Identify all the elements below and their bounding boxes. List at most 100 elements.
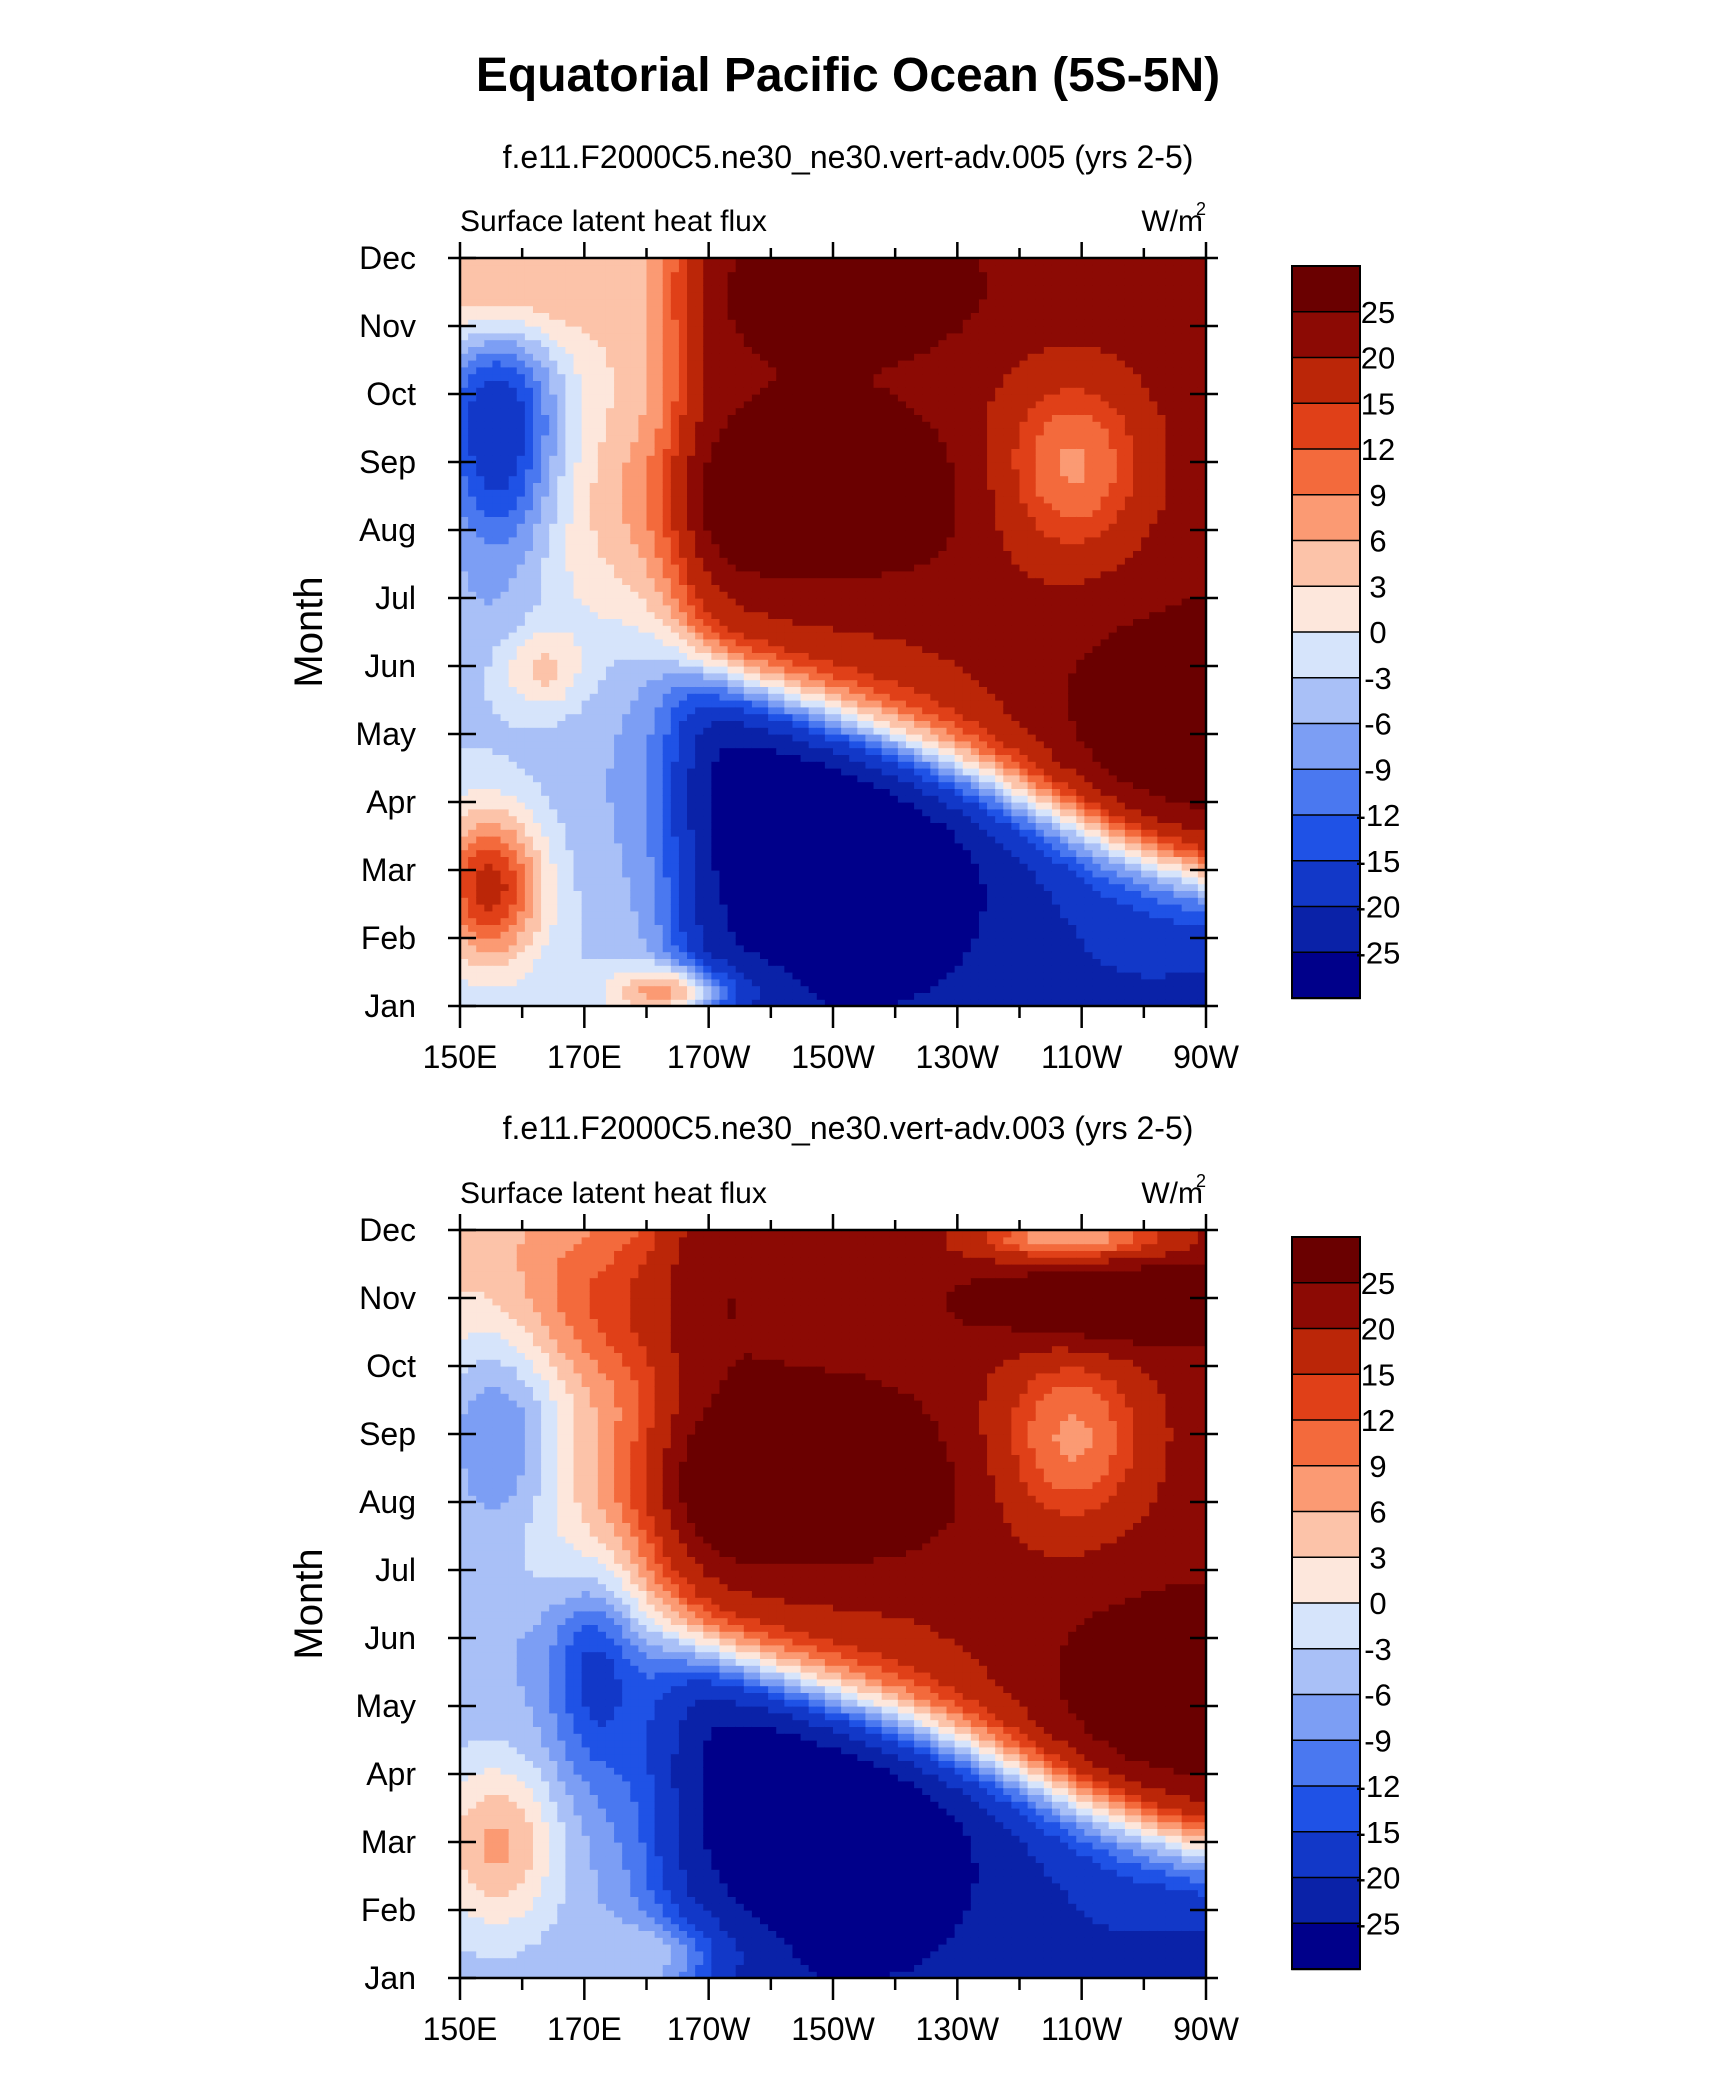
heatmap-cell bbox=[614, 421, 623, 429]
heatmap-cell bbox=[549, 870, 558, 878]
heatmap-cell bbox=[581, 768, 591, 776]
heatmap-cell bbox=[751, 795, 761, 803]
heatmap-cell bbox=[630, 876, 639, 885]
heatmap-cell bbox=[816, 876, 826, 885]
heatmap-cell bbox=[735, 958, 745, 966]
heatmap-cell bbox=[808, 448, 818, 456]
heatmap-cell bbox=[703, 897, 712, 905]
heatmap-cell bbox=[646, 394, 656, 402]
heatmap-cell bbox=[541, 339, 550, 347]
heatmap-cell bbox=[695, 795, 704, 803]
heatmap-cell bbox=[476, 876, 485, 885]
heatmap-cell bbox=[500, 761, 510, 769]
heatmap-cell bbox=[792, 264, 802, 273]
heatmap-cell bbox=[654, 652, 664, 660]
heatmap-cell bbox=[597, 536, 607, 545]
heatmap-cell bbox=[808, 747, 818, 755]
heatmap-cell bbox=[630, 836, 639, 844]
heatmap-cell bbox=[532, 509, 542, 517]
heatmap-cell bbox=[524, 557, 534, 565]
heatmap-cell bbox=[735, 414, 745, 422]
heatmap-cell bbox=[776, 339, 785, 347]
heatmap-cell bbox=[727, 679, 737, 687]
heatmap-cell bbox=[622, 468, 631, 477]
heatmap-cell bbox=[776, 380, 785, 388]
heatmap-cell bbox=[581, 795, 591, 803]
heatmap-cell bbox=[735, 502, 745, 511]
heatmap-cell bbox=[557, 815, 567, 823]
heatmap-cell bbox=[687, 271, 696, 279]
heatmap-cell bbox=[597, 380, 607, 388]
heatmap-cell bbox=[468, 659, 477, 667]
heatmap-cell bbox=[597, 897, 607, 905]
heatmap-cell bbox=[557, 992, 567, 1000]
heatmap-cell bbox=[597, 339, 607, 347]
heatmap-cell bbox=[824, 761, 834, 769]
heatmap-cell bbox=[614, 706, 623, 715]
heatmap-cell bbox=[800, 475, 810, 483]
heatmap-cell bbox=[719, 883, 729, 891]
heatmap-cell bbox=[727, 774, 737, 783]
heatmap-cell bbox=[687, 625, 696, 633]
heatmap-cell bbox=[751, 421, 761, 429]
heatmap-cell bbox=[646, 278, 656, 286]
heatmap-cell bbox=[468, 591, 477, 599]
heatmap-cell bbox=[638, 849, 648, 857]
heatmap-cell bbox=[573, 387, 583, 395]
heatmap-cell bbox=[662, 822, 672, 830]
heatmap-cell bbox=[816, 353, 826, 361]
heatmap-cell bbox=[492, 339, 502, 347]
heatmap-cell bbox=[751, 788, 761, 796]
heatmap-cell bbox=[654, 632, 664, 640]
heatmap-cell bbox=[751, 516, 761, 524]
heatmap-cell bbox=[808, 332, 818, 341]
heatmap-cell bbox=[581, 693, 591, 701]
heatmap-cell bbox=[581, 489, 591, 497]
heatmap-cell bbox=[654, 693, 664, 701]
heatmap-cell bbox=[695, 564, 704, 572]
heatmap-cell bbox=[622, 380, 631, 388]
heatmap-cell bbox=[581, 530, 591, 538]
heatmap-cell bbox=[695, 788, 704, 796]
heatmap-cell bbox=[460, 298, 469, 307]
heatmap-cell bbox=[524, 679, 534, 687]
heatmap-cell bbox=[768, 938, 777, 946]
heatmap-cell bbox=[760, 754, 769, 762]
heatmap-cell bbox=[597, 992, 607, 1000]
heatmap-cell bbox=[597, 965, 607, 973]
heatmap-cell bbox=[751, 652, 761, 660]
heatmap-cell bbox=[605, 258, 615, 266]
heatmap-cell bbox=[687, 774, 696, 783]
heatmap-cell bbox=[500, 292, 510, 300]
heatmap-cell bbox=[808, 319, 818, 327]
heatmap-cell bbox=[719, 978, 729, 987]
heatmap-cell bbox=[622, 407, 631, 415]
heatmap-cell bbox=[824, 924, 834, 932]
heatmap-cell bbox=[687, 421, 696, 429]
heatmap-cell bbox=[776, 428, 785, 436]
heatmap-cell bbox=[816, 958, 826, 966]
heatmap-cell bbox=[654, 910, 664, 919]
heatmap-cell bbox=[670, 774, 680, 783]
heatmap-cell bbox=[492, 584, 502, 592]
heatmap-cell bbox=[703, 353, 712, 361]
heatmap-cell bbox=[743, 734, 753, 742]
heatmap-cell bbox=[816, 611, 826, 619]
heatmap-cell bbox=[800, 326, 810, 334]
heatmap-cell bbox=[751, 985, 761, 993]
heatmap-cell bbox=[760, 917, 769, 925]
heatmap-cell bbox=[816, 475, 826, 483]
heatmap-cell bbox=[687, 876, 696, 885]
heatmap-cell bbox=[808, 428, 818, 436]
heatmap-cell bbox=[614, 876, 623, 885]
heatmap-cell bbox=[460, 448, 469, 456]
heatmap-cell bbox=[460, 904, 469, 912]
heatmap-cell bbox=[476, 618, 485, 626]
heatmap-cell bbox=[492, 672, 502, 681]
heatmap-cell bbox=[492, 938, 502, 946]
heatmap-cell bbox=[695, 706, 704, 715]
heatmap-cell bbox=[565, 523, 575, 531]
heatmap-cell bbox=[557, 836, 567, 844]
heatmap-cell bbox=[760, 584, 769, 592]
heatmap-cell bbox=[508, 332, 518, 341]
